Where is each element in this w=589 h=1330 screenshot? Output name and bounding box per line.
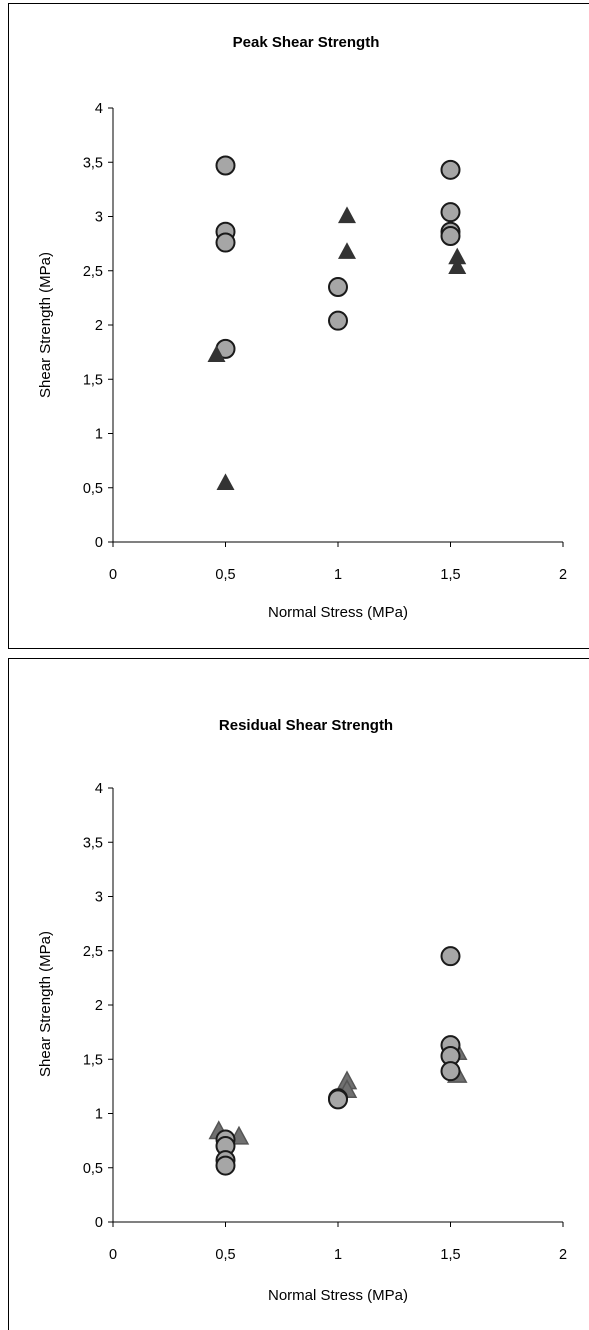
y-tick-label: 2 <box>95 998 103 1014</box>
y-tick-label: 2,5 <box>83 944 103 960</box>
y-tick-label: 4 <box>95 101 103 117</box>
y-tick-label: 0,5 <box>83 481 103 497</box>
y-tick-label: 3,5 <box>83 155 103 171</box>
chart-frame <box>8 3 589 649</box>
y-tick-label: 3 <box>95 210 103 226</box>
data-point-circle <box>440 946 461 967</box>
y-tick-label: 4 <box>95 781 103 797</box>
data-points <box>208 946 468 1176</box>
data-point-circle <box>328 310 348 331</box>
peak-shear-strength-chart: Peak Shear Strength Normal Stress (MPa) … <box>8 3 589 649</box>
y-tick-label: 0 <box>95 1215 103 1231</box>
y-tick-label: 3,5 <box>83 835 103 851</box>
data-points <box>207 155 467 490</box>
y-tick-label: 0,5 <box>83 1161 103 1177</box>
data-point-circle <box>215 1155 236 1176</box>
data-point-triangle <box>448 247 467 265</box>
axis-ticks: 0 0,5 1 1,5 2 2,5 3 3,5 4 0 0,5 1 1,5 2 <box>83 101 567 583</box>
x-tick-label: 0,5 <box>215 567 235 583</box>
x-tick-label: 0 <box>109 1247 117 1263</box>
data-point-circle <box>215 232 236 253</box>
y-tick-label: 1,5 <box>83 372 103 388</box>
y-axis-label: Shear Strength (MPa) <box>37 931 54 1077</box>
x-tick-label: 1,5 <box>440 567 460 583</box>
data-point-circle <box>440 226 461 247</box>
y-axis-label: Shear Strength (MPa) <box>37 252 54 398</box>
data-point-circle <box>440 202 461 223</box>
data-point-circle <box>440 159 461 180</box>
x-tick-label: 2 <box>559 567 567 583</box>
x-axis-label: Normal Stress (MPa) <box>268 604 408 621</box>
data-point-triangle <box>448 257 467 275</box>
y-tick-label: 1 <box>95 427 103 443</box>
y-tick-label: 1 <box>95 1107 103 1123</box>
chart-title: Residual Shear Strength <box>219 717 393 734</box>
axis-ticks: 0 0,5 1 1,5 2 2,5 3 3,5 4 0 0,5 1 1,5 2 <box>83 781 567 1263</box>
x-tick-label: 0,5 <box>215 1247 235 1263</box>
x-tick-label: 1 <box>334 567 342 583</box>
x-tick-label: 2 <box>559 1247 567 1263</box>
data-point-triangle <box>338 206 356 224</box>
data-point-triangle <box>338 242 356 259</box>
y-tick-label: 3 <box>95 890 103 906</box>
data-point-circle <box>328 277 348 298</box>
data-point-circle <box>215 155 236 176</box>
x-tick-label: 1 <box>334 1247 342 1263</box>
y-tick-label: 1,5 <box>83 1052 103 1068</box>
data-point-circle <box>440 1061 461 1082</box>
y-tick-label: 2 <box>95 318 103 334</box>
x-tick-label: 0 <box>109 567 117 583</box>
chart-title: Peak Shear Strength <box>233 34 380 51</box>
y-tick-label: 0 <box>95 535 103 551</box>
data-point-triangle <box>207 345 226 362</box>
x-axis-label: Normal Stress (MPa) <box>268 1287 408 1304</box>
residual-shear-strength-chart: Residual Shear Strength Normal Stress (M… <box>8 658 589 1330</box>
data-point-circle <box>328 1089 348 1110</box>
y-tick-label: 2,5 <box>83 264 103 280</box>
chart-frame <box>8 658 589 1330</box>
x-tick-label: 1,5 <box>440 1247 460 1263</box>
data-point-triangle <box>216 473 235 490</box>
